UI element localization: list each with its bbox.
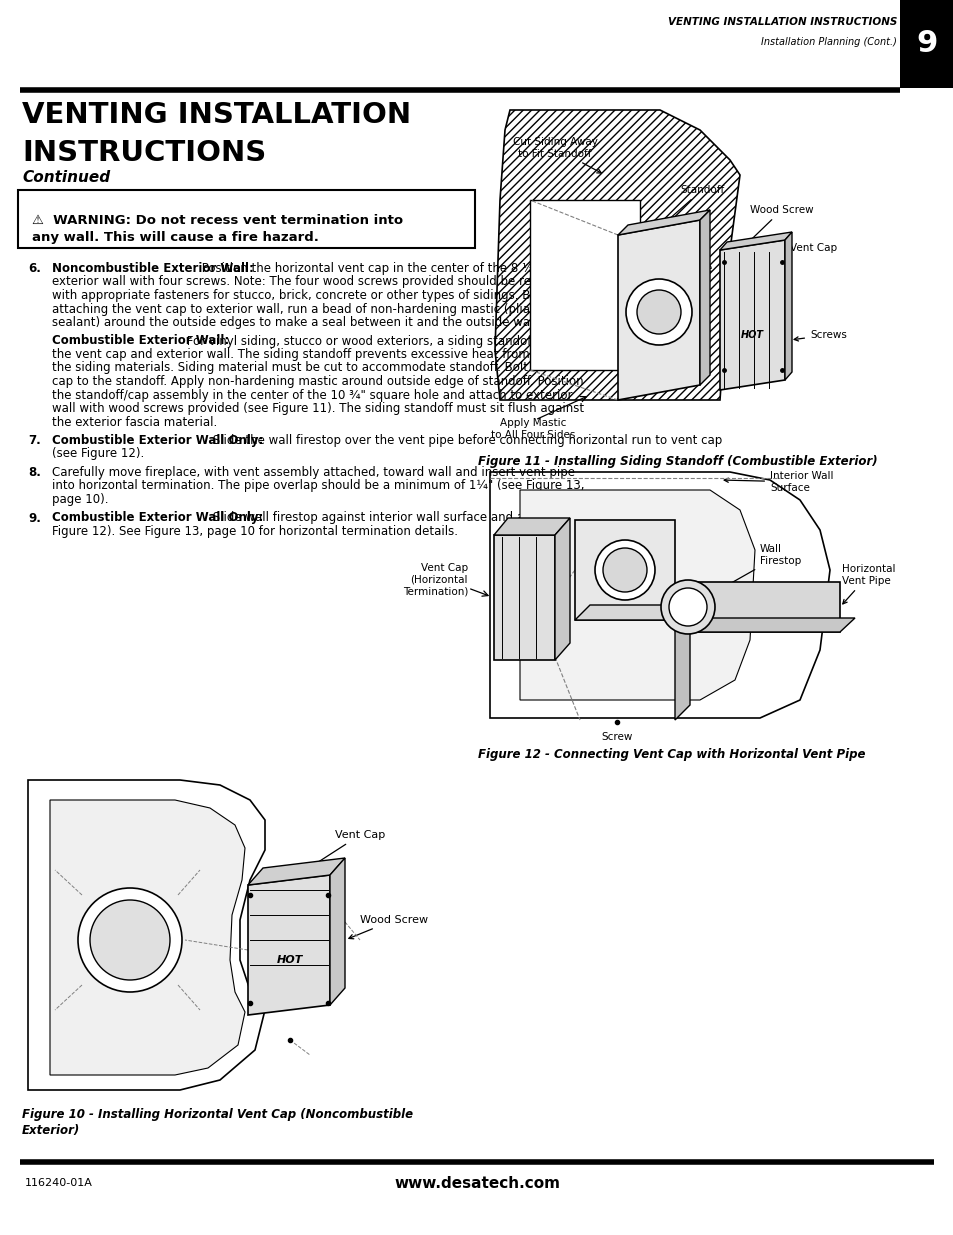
Text: any wall. This will cause a fire hazard.: any wall. This will cause a fire hazard. [32, 231, 318, 245]
Text: Cut Siding Away
to Fit Standoff: Cut Siding Away to Fit Standoff [512, 137, 600, 173]
Text: HOT: HOT [740, 330, 762, 340]
Text: sealant) around the outside edges to make a seal between it and the outside wall: sealant) around the outside edges to mak… [52, 316, 540, 329]
Text: Vent Cap
(Horizontal
Termination): Vent Cap (Horizontal Termination) [402, 563, 468, 597]
Text: Screws: Screws [793, 330, 846, 341]
Polygon shape [675, 605, 689, 720]
Text: into horizontal termination. The pipe overlap should be a minimum of 1¼" (see Fi: into horizontal termination. The pipe ov… [52, 479, 584, 493]
Polygon shape [530, 200, 639, 370]
Polygon shape [248, 858, 345, 885]
FancyBboxPatch shape [575, 520, 675, 620]
Text: VENTING INSTALLATION INSTRUCTIONS: VENTING INSTALLATION INSTRUCTIONS [667, 17, 896, 27]
Text: 9.: 9. [28, 511, 41, 525]
Polygon shape [618, 220, 700, 400]
FancyBboxPatch shape [18, 190, 475, 248]
Circle shape [595, 540, 655, 600]
Text: exterior wall with four screws. Note: The four wood screws provided should be re: exterior wall with four screws. Note: Th… [52, 275, 570, 289]
Circle shape [660, 580, 714, 634]
Text: Figure 11 - Installing Siding Standoff (Combustible Exterior): Figure 11 - Installing Siding Standoff (… [477, 454, 877, 468]
Text: wall with wood screws provided (see Figure 11). The siding standoff must sit flu: wall with wood screws provided (see Figu… [52, 403, 583, 415]
Text: Screw: Screw [600, 732, 632, 742]
Text: Figure 10 - Installing Horizontal Vent Cap (Noncombustible: Figure 10 - Installing Horizontal Vent C… [22, 1108, 413, 1121]
Polygon shape [50, 800, 245, 1074]
Text: Vent Cap: Vent Cap [759, 243, 836, 253]
Text: Figure 12 - Connecting Vent Cap with Horizontal Vent Pipe: Figure 12 - Connecting Vent Cap with Hor… [477, 748, 864, 761]
Polygon shape [784, 232, 791, 380]
Text: Standoff: Standoff [661, 185, 723, 225]
Text: Wood Screw: Wood Screw [349, 915, 428, 939]
Text: Interior Wall
Surface: Interior Wall Surface [723, 472, 833, 493]
Text: the standoff/cap assembly in the center of the 10 ¾" square hole and attach to e: the standoff/cap assembly in the center … [52, 389, 572, 401]
Text: the vent cap and exterior wall. The siding standoff prevents excessive heat from: the vent cap and exterior wall. The sidi… [52, 348, 592, 361]
Text: (see Figure 12).: (see Figure 12). [52, 447, 144, 461]
Circle shape [602, 548, 646, 592]
Text: attaching the vent cap to exterior wall, run a bead of non-hardening mastic (pli: attaching the vent cap to exterior wall,… [52, 303, 548, 315]
Polygon shape [494, 535, 555, 659]
Circle shape [78, 888, 182, 992]
Text: Vent Cap: Vent Cap [298, 830, 385, 874]
Polygon shape [575, 605, 689, 620]
Polygon shape [28, 781, 265, 1091]
Polygon shape [555, 517, 569, 659]
Text: www.desatech.com: www.desatech.com [394, 1176, 559, 1191]
Text: 9: 9 [915, 30, 937, 58]
Text: Carefully move fireplace, with vent assembly attached, toward wall and insert ve: Carefully move fireplace, with vent asse… [52, 466, 575, 479]
Text: Exterior): Exterior) [22, 1124, 80, 1137]
Text: 116240-01A: 116240-01A [25, 1178, 92, 1188]
Text: Combustible Exterior Wall:: Combustible Exterior Wall: [52, 335, 229, 347]
Text: INSTRUCTIONS: INSTRUCTIONS [22, 140, 266, 167]
FancyBboxPatch shape [679, 582, 840, 632]
Text: 6.: 6. [28, 262, 41, 275]
Text: page 10).: page 10). [52, 493, 109, 506]
Polygon shape [519, 490, 754, 700]
Text: with appropriate fasteners for stucco, brick, concrete or other types of sidings: with appropriate fasteners for stucco, b… [52, 289, 560, 303]
Circle shape [90, 900, 170, 981]
Text: Wall
Firestop: Wall Firestop [683, 545, 801, 610]
Text: VENTING INSTALLATION: VENTING INSTALLATION [22, 101, 411, 128]
Polygon shape [495, 110, 740, 400]
Polygon shape [618, 210, 709, 235]
Text: Horizontal
Vent Pipe: Horizontal Vent Pipe [841, 564, 895, 604]
Polygon shape [490, 472, 829, 718]
Text: Continued: Continued [22, 169, 110, 184]
Polygon shape [330, 858, 345, 1005]
Text: Noncombustible Exterior Wall:: Noncombustible Exterior Wall: [52, 262, 253, 275]
Text: Installation Planning (Cont.): Installation Planning (Cont.) [760, 37, 896, 47]
Polygon shape [700, 210, 709, 385]
Polygon shape [679, 618, 854, 632]
Polygon shape [720, 240, 784, 390]
Text: Apply Mastic: Apply Mastic [499, 417, 565, 429]
Polygon shape [494, 517, 569, 535]
Text: HOT: HOT [276, 955, 303, 965]
Text: For vinyl siding, stucco or wood exteriors, a siding standoff may be installed b: For vinyl siding, stucco or wood exterio… [183, 335, 692, 347]
Text: ⚠  WARNING: Do not recess vent termination into: ⚠ WARNING: Do not recess vent terminatio… [32, 214, 403, 226]
Text: Position the horizontal vent cap in the center of the 8 ½" round hole and attach: Position the horizontal vent cap in the … [198, 262, 712, 275]
Text: Figure 12). See Figure 13, page 10 for horizontal termination details.: Figure 12). See Figure 13, page 10 for h… [52, 525, 457, 538]
Text: 7.: 7. [28, 433, 41, 447]
Circle shape [668, 588, 706, 626]
Circle shape [625, 279, 691, 345]
Polygon shape [248, 876, 330, 1015]
Text: Combustible Exterior Wall Only:: Combustible Exterior Wall Only: [52, 433, 263, 447]
Text: cap to the standoff. Apply non-hardening mastic around outside edge of standoff.: cap to the standoff. Apply non-hardening… [52, 375, 583, 388]
Text: to All Four Sides: to All Four Sides [490, 430, 575, 440]
Text: Combustible Exterior Wall Only:: Combustible Exterior Wall Only: [52, 511, 263, 525]
Text: Slide wall firestop against interior wall surface and attach with screws provide: Slide wall firestop against interior wal… [209, 511, 711, 525]
Text: Wood Screw: Wood Screw [730, 205, 813, 259]
Circle shape [637, 290, 680, 333]
Text: 8.: 8. [28, 466, 41, 479]
Polygon shape [720, 232, 791, 249]
Text: the siding materials. Siding material must be cut to accommodate standoff. Bolt : the siding materials. Siding material mu… [52, 362, 581, 374]
Text: Slide the wall firestop over the vent pipe before connecting horizontal run to v: Slide the wall firestop over the vent pi… [209, 433, 721, 447]
Text: the exterior fascia material.: the exterior fascia material. [52, 415, 217, 429]
FancyBboxPatch shape [899, 0, 953, 88]
